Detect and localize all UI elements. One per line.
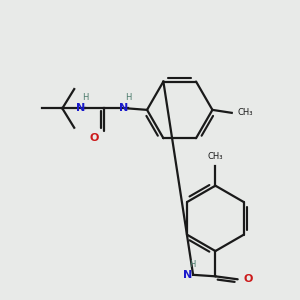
Text: H: H — [82, 93, 88, 102]
Text: H: H — [189, 260, 195, 269]
Text: N: N — [119, 103, 128, 113]
Text: N: N — [183, 270, 192, 280]
Text: O: O — [243, 274, 252, 284]
Text: H: H — [125, 93, 131, 102]
Text: CH₃: CH₃ — [238, 108, 253, 117]
Text: O: O — [89, 133, 99, 143]
Text: CH₃: CH₃ — [208, 152, 223, 161]
Text: N: N — [76, 103, 85, 113]
